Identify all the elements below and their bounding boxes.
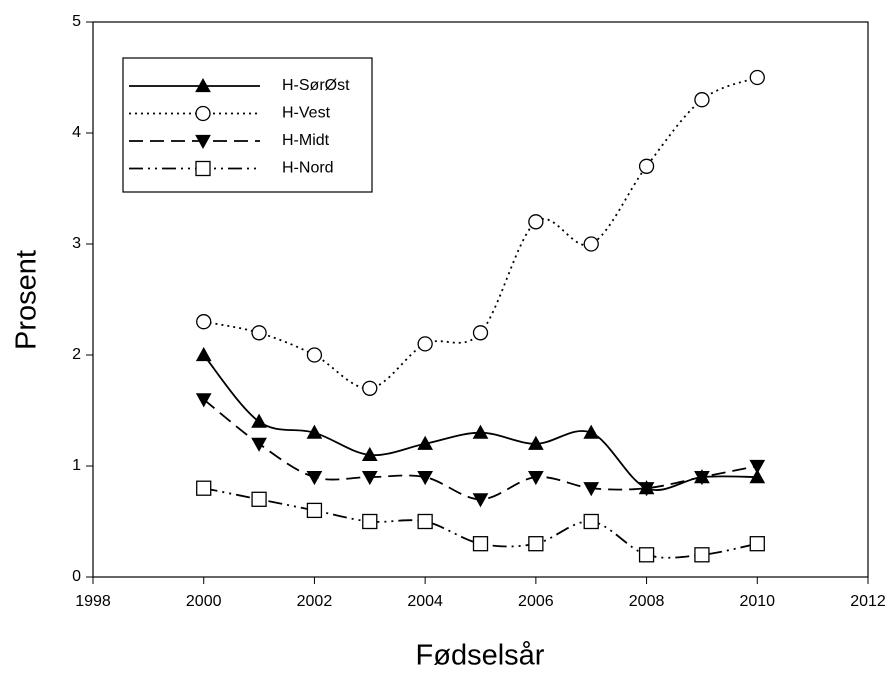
x-tick-label: 2002 — [297, 593, 333, 610]
marker — [528, 471, 544, 486]
marker — [361, 446, 378, 461]
marker — [749, 69, 765, 86]
legend-marker — [195, 160, 211, 177]
marker — [306, 471, 323, 486]
marker — [361, 471, 378, 486]
legend-box — [122, 57, 373, 193]
marker — [694, 92, 710, 108]
y-tick-label: 4 — [72, 124, 81, 141]
y-tick-label: 3 — [72, 235, 81, 252]
marker — [195, 393, 212, 408]
marker — [583, 424, 600, 439]
marker — [251, 437, 267, 452]
marker — [362, 380, 378, 396]
marker — [583, 236, 599, 252]
legend-label: H-Nord — [282, 160, 334, 177]
marker — [694, 547, 710, 563]
y-tick-label: 1 — [72, 457, 81, 474]
x-axis-title: Fødselsår — [416, 640, 545, 672]
marker — [362, 513, 378, 530]
y-axis-title: Prosent — [11, 250, 43, 350]
marker — [251, 413, 267, 428]
y-tick-label: 5 — [72, 13, 81, 30]
x-tick-label: 2012 — [850, 593, 886, 610]
marker — [749, 469, 766, 484]
legend-marker — [195, 77, 211, 93]
marker — [306, 424, 323, 439]
x-tick-label: 2008 — [629, 593, 665, 610]
legend-label: H-SørØst — [282, 77, 350, 94]
marker — [417, 471, 433, 486]
marker — [638, 158, 655, 174]
marker — [694, 471, 710, 486]
marker — [472, 536, 489, 552]
marker — [196, 314, 212, 330]
marker — [251, 325, 267, 341]
series-line — [203, 398, 758, 501]
marker — [195, 346, 212, 362]
marker — [472, 493, 489, 508]
plot-frame — [92, 21, 869, 578]
marker — [472, 325, 489, 341]
y-tick-label: 2 — [72, 346, 81, 363]
marker — [583, 513, 599, 530]
marker — [528, 435, 544, 450]
marker — [251, 491, 267, 507]
marker — [196, 480, 212, 496]
x-tick-label: 2004 — [407, 593, 443, 610]
legend-marker — [195, 105, 211, 122]
marker — [472, 424, 489, 439]
marker — [638, 547, 655, 563]
x-tick-label: 2006 — [518, 593, 554, 610]
marker — [528, 536, 544, 552]
marker — [306, 502, 323, 519]
x-tick-label: 1998 — [75, 593, 111, 610]
marker — [528, 214, 544, 230]
marker — [417, 336, 433, 352]
marker — [417, 435, 433, 450]
marker — [749, 459, 766, 475]
marker — [306, 347, 323, 363]
y-tick-label: 0 — [72, 568, 81, 585]
marker — [417, 513, 433, 530]
marker — [749, 536, 765, 552]
marker — [638, 482, 655, 497]
series-line — [203, 354, 758, 491]
legend-label: H-Vest — [282, 105, 331, 122]
legend-label: H-Midt — [282, 132, 330, 149]
marker — [583, 482, 600, 497]
x-tick-label: 2010 — [739, 593, 775, 610]
legend-marker — [195, 134, 211, 150]
x-tick-label: 2000 — [186, 593, 222, 610]
